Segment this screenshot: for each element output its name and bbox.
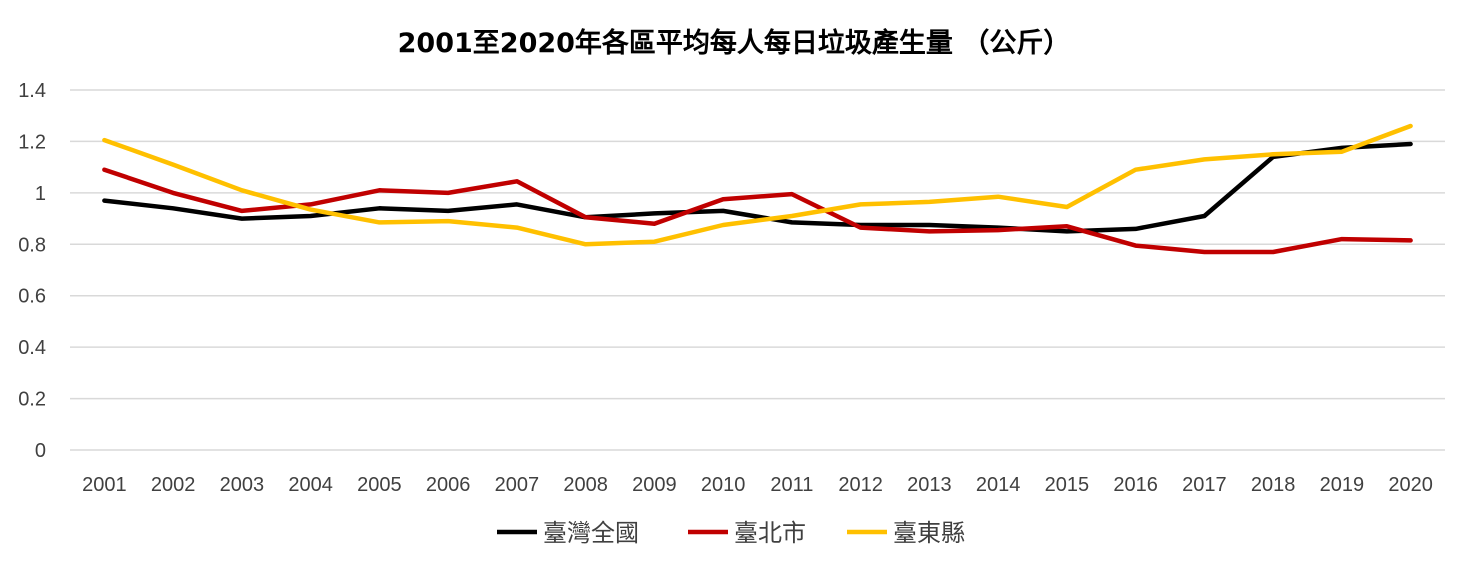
x-tick-label: 2010 xyxy=(701,474,746,496)
x-tick-label: 2015 xyxy=(1045,474,1090,496)
x-tick-label: 2012 xyxy=(838,474,883,496)
grid-lines xyxy=(70,89,1445,451)
legend-label-1: 臺北市 xyxy=(734,519,806,547)
legend: 臺灣全國 臺北市 臺東縣 xyxy=(497,519,965,547)
x-tick-label: 2020 xyxy=(1388,474,1433,496)
y-tick-label: 1.2 xyxy=(18,131,46,153)
y-tick-label: 0 xyxy=(35,440,46,462)
y-tick-label: 0.8 xyxy=(18,234,46,256)
y-tick-label: 1 xyxy=(35,183,46,205)
y-tick-label: 0.4 xyxy=(18,337,46,359)
x-tick-label: 2004 xyxy=(288,474,333,496)
legend-label-0: 臺灣全國 xyxy=(543,519,639,547)
x-tick-label: 2018 xyxy=(1251,474,1296,496)
x-axis-ticks: 2001 2002 2003 2004 2005 2006 2007 2008 2009 2010… xyxy=(82,474,1433,496)
y-axis-ticks: 0 0.2 0.4 0.6 0.8 1 1.2 1.4 xyxy=(18,80,46,462)
x-tick-label: 2019 xyxy=(1320,474,1365,496)
x-tick-label: 2006 xyxy=(426,474,471,496)
y-tick-label: 0.2 xyxy=(18,389,46,411)
x-tick-label: 2003 xyxy=(220,474,265,496)
series-lines xyxy=(102,123,1413,255)
x-tick-label: 2002 xyxy=(151,474,196,496)
x-tick-label: 2014 xyxy=(976,474,1021,496)
series-line-1 xyxy=(102,167,1413,255)
y-tick-label: 0.6 xyxy=(18,286,46,308)
series-line-0 xyxy=(102,141,1413,234)
x-tick-label: 2008 xyxy=(563,474,608,496)
x-tick-label: 2009 xyxy=(632,474,677,496)
y-tick-label: 1.4 xyxy=(18,80,46,102)
x-tick-label: 2005 xyxy=(357,474,402,496)
x-tick-label: 2013 xyxy=(907,474,952,496)
x-tick-label: 2016 xyxy=(1113,474,1158,496)
series-line-2 xyxy=(102,123,1413,247)
x-tick-label: 2017 xyxy=(1182,474,1227,496)
x-tick-label: 2007 xyxy=(495,474,540,496)
legend-label-2: 臺東縣 xyxy=(893,519,965,547)
x-tick-label: 2001 xyxy=(82,474,127,496)
x-tick-label: 2011 xyxy=(770,474,813,496)
chart-title: 2001至2020年各區平均每人每日垃圾產生量 （公斤） xyxy=(398,27,1071,59)
